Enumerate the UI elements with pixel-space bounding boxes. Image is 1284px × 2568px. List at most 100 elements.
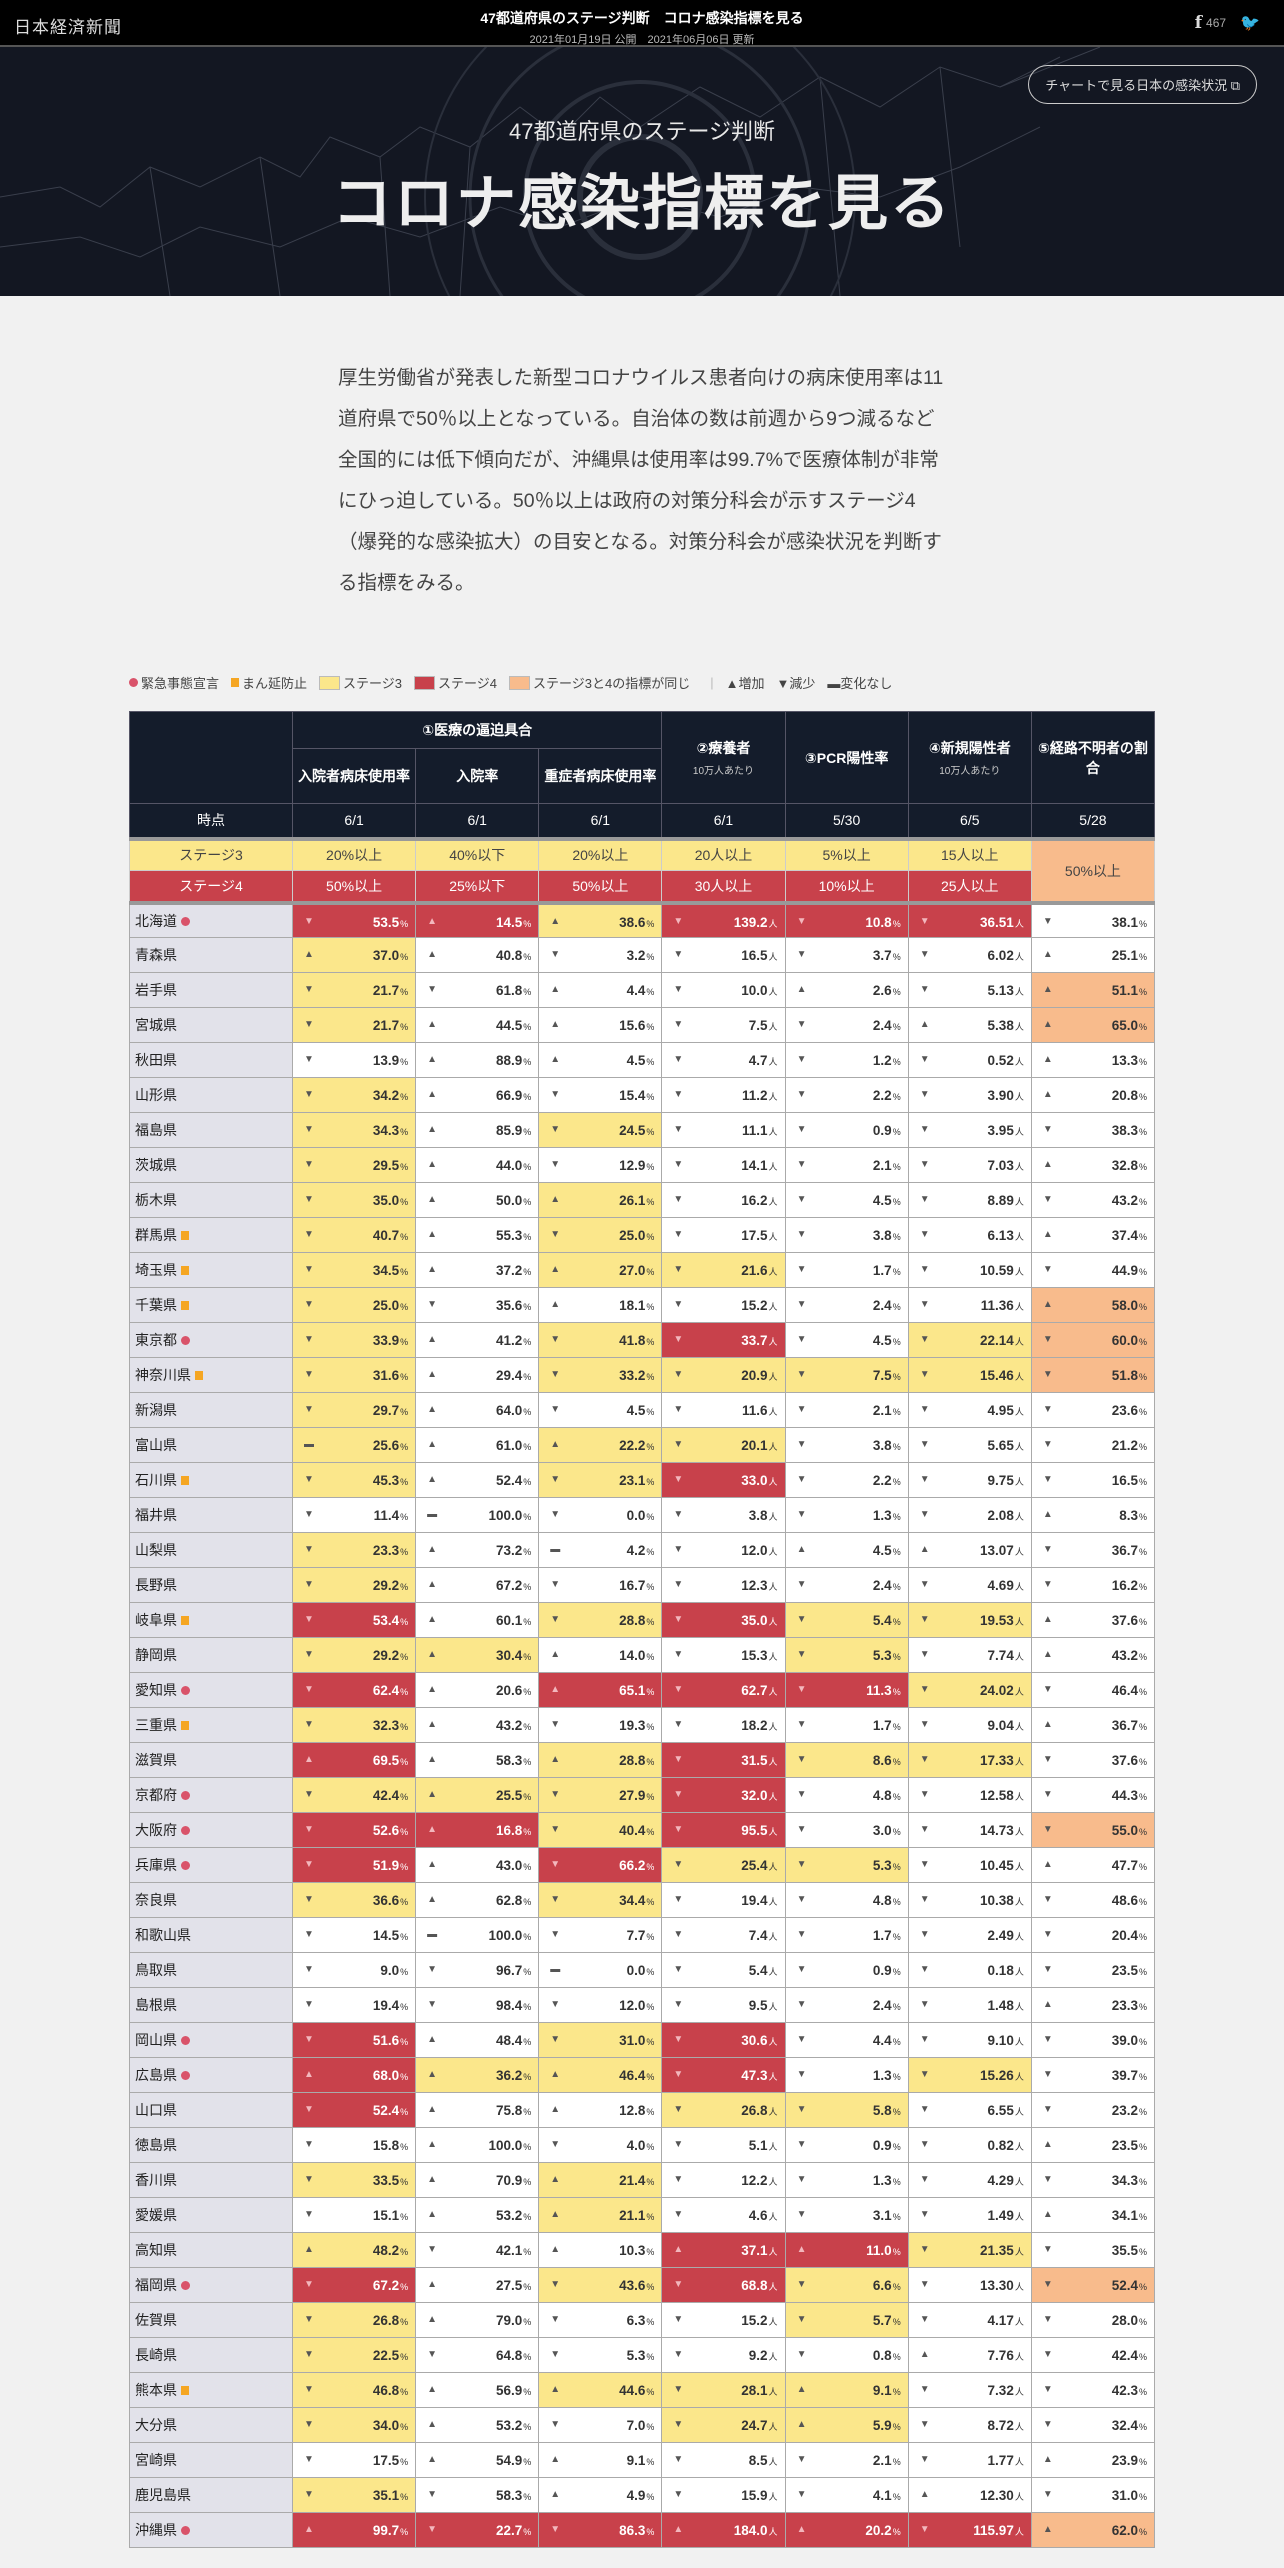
down-arrow-icon: ▼: [304, 1824, 314, 1835]
column-header: ⑤経路不明者の割合: [1030, 711, 1156, 804]
twitter-icon[interactable]: 🐦: [1240, 15, 1260, 32]
up-arrow-icon: ▲: [919, 1544, 930, 1555]
indicator-unit: 人: [1014, 1092, 1024, 1102]
top-bar: 日本経済新聞 47都道府県のステージ判断 コロナ感染指標を見る 2021年01月…: [0, 0, 1284, 47]
indicator-value: 48.6: [1111, 1893, 1138, 1908]
indicator-value: 2.4: [872, 1578, 892, 1593]
indicator-value: 46.4: [1111, 1683, 1138, 1698]
down-arrow-icon: ▼: [304, 1299, 314, 1310]
indicator-unit: %: [523, 1687, 532, 1697]
table-row: 長崎県 ▼ 22.5% ▼ 64.8% ▼ 5.3% ▼ 9.2人 ▼ 0.8% ▲ 7.76人 ▼ 42.…: [129, 2337, 1156, 2373]
indicator-unit: %: [892, 2457, 901, 2467]
down-arrow-icon: ▼: [304, 1159, 314, 1170]
table-row: 三重県 ▼ 32.3% ▲ 43.2% ▼ 19.3% ▼ 18.2人 ▼ 1.7% ▼ 9.04人 ▲ 3…: [129, 1707, 1156, 1743]
indicator-cell: ▲ 37.6%: [1030, 1602, 1156, 1638]
indicator-cell: ▼ 5.7%: [784, 2302, 909, 2338]
indicator-cell: ▼ 12.0人: [661, 1532, 786, 1568]
indicator-value: 47.3: [741, 2068, 768, 2083]
indicator-cell: ▲ 54.9%: [415, 2442, 540, 2478]
indicator-cell: ▼ 21.7%: [291, 1007, 417, 1043]
indicator-value: 35.0: [741, 1613, 768, 1628]
indicator-cell: ▬ 100.0%: [415, 1917, 540, 1953]
indicator-value: 33.0: [741, 1473, 768, 1488]
indicator-value: 0.0: [626, 1963, 646, 1978]
indicator-value: 1.3: [872, 1508, 892, 1523]
prefecture-cell: 秋田県: [129, 1042, 293, 1078]
indicator-cell: ▲ 11.0%: [784, 2232, 909, 2268]
indicator-value: 32.0: [741, 1788, 768, 1803]
indicator-cell: ▼ 9.75人: [907, 1462, 1032, 1498]
indicator-value: 10.8: [865, 914, 892, 930]
indicator-cell: ▼ 13.30人: [907, 2267, 1032, 2303]
indicator-unit: %: [400, 1092, 409, 1102]
indicator-unit: %: [523, 2282, 532, 2292]
indicator-unit: %: [646, 1932, 655, 1942]
down-arrow-icon: ▼: [304, 1509, 314, 1520]
indicator-value: 52.6: [372, 1823, 400, 1838]
chart-link-button[interactable]: チャートで見る日本の感染状況 ⧉: [1028, 65, 1257, 104]
indicator-cell: ▼ 46.4%: [1030, 1672, 1156, 1708]
indicator-cell: ▼ 22.5%: [291, 2337, 417, 2373]
indicator-value: 4.8: [872, 1893, 892, 1908]
indicator-cell: ▼ 15.46人: [907, 1357, 1032, 1393]
prefecture-name: 千葉県: [135, 1297, 177, 1313]
down-arrow-icon: ▼: [919, 1894, 930, 1905]
indicator-value: 0.18: [987, 1963, 1014, 1978]
indicator-unit: 人: [1014, 2037, 1024, 2047]
facebook-icon[interactable]: f: [1194, 13, 1203, 33]
table-row: 和歌山県 ▼ 14.5% ▬ 100.0% ▼ 7.7% ▼ 7.4人 ▼ 1.7% ▼ 2.49人 ▼ 2…: [129, 1917, 1156, 1953]
indicator-value: 41.2: [495, 1333, 523, 1348]
indicator-value: 23.6: [1111, 1403, 1138, 1418]
indicator-value: 32.4: [1111, 2418, 1138, 2433]
indicator-cell: ▲ 18.1%: [538, 1287, 663, 1323]
indicator-value: 12.30: [980, 2488, 1014, 2503]
indicator-cell: ▼ 11.3%: [784, 1672, 909, 1708]
nikkei-logo[interactable]: 日本経済新聞: [14, 18, 122, 38]
indicator-unit: %: [400, 2387, 409, 2397]
indicator-cell: ▼ 33.9%: [291, 1322, 417, 1358]
indicator-value: 29.2: [372, 1578, 400, 1593]
indicator-cell: ▼ 34.4%: [538, 1882, 663, 1918]
indicator-cell: ▼ 5.1人: [661, 2127, 786, 2163]
indicator-cell: ▼ 28.1人: [661, 2372, 786, 2408]
stage4-threshold: 30人以上: [661, 870, 786, 905]
indicator-value: 61.8: [495, 983, 523, 998]
same-swatch: [509, 675, 530, 690]
indicator-unit: %: [646, 1092, 655, 1102]
down-arrow-icon: ▼: [1042, 1789, 1053, 1800]
down-arrow-icon: ▼: [673, 2489, 684, 2500]
up-arrow-icon: ▲: [550, 2174, 561, 2185]
indicator-value: 0.8: [872, 2348, 892, 2363]
indicator-value: 2.4: [872, 1018, 892, 1033]
indicator-value: 26.8: [372, 2313, 400, 2328]
column-header: ④新規陽性者 10万人あたり: [907, 711, 1032, 804]
indicator-cell: ▼ 12.9%: [538, 1147, 663, 1183]
indicator-unit: %: [1138, 1162, 1147, 1172]
prefecture-cell: 滋賀県: [129, 1742, 293, 1778]
lead-paragraph: 厚生労働省が発表した新型コロナウイルス患者向けの病床使用率は11道府県で50％以…: [338, 367, 944, 594]
indicator-cell: ▲ 99.7%: [291, 2512, 417, 2548]
indicator-unit: %: [646, 2107, 655, 2117]
indicator-value: 17.33: [980, 1753, 1014, 1768]
up-arrow-icon: ▲: [550, 915, 561, 927]
indicator-value: 13.3: [1111, 1053, 1138, 1068]
indicator-cell: ▼ 14.5%: [291, 1917, 417, 1953]
indicator-unit: %: [892, 1127, 901, 1137]
indicator-unit: %: [523, 1617, 532, 1627]
down-arrow-icon: ▼: [673, 1369, 684, 1380]
table-row: 福井県 ▼ 11.4% ▬ 100.0% ▼ 0.0% ▼ 3.8人 ▼ 1.3% ▼ 2.08人 ▲ 8.…: [129, 1497, 1156, 1533]
indicator-cell: ▼ 0.52人: [907, 1042, 1032, 1078]
indicator-cell: ▼ 15.8%: [291, 2127, 417, 2163]
indicator-value: 9.10: [987, 2033, 1014, 2048]
legend-label: まん延防止: [242, 676, 308, 691]
up-arrow-icon: ▲: [550, 1649, 561, 1660]
indicator-cell: ▼ 9.5人: [661, 1987, 786, 2023]
down-arrow-icon: ▼: [919, 2454, 930, 2465]
indicator-unit: %: [400, 1897, 409, 1907]
indicator-cell: ▼ 28.8%: [538, 1602, 663, 1638]
indicator-unit: 人: [768, 1442, 778, 1452]
prefecture-cell: 宮崎県: [129, 2442, 293, 2478]
down-arrow-icon: ▼: [673, 1684, 684, 1695]
indicator-cell: ▼ 51.6%: [291, 2022, 417, 2058]
table-row: 京都府 ▼ 42.4% ▲ 25.5% ▼ 27.9% ▼ 32.0人 ▼ 4.8% ▼ 12.58人 ▼…: [129, 1777, 1156, 1813]
